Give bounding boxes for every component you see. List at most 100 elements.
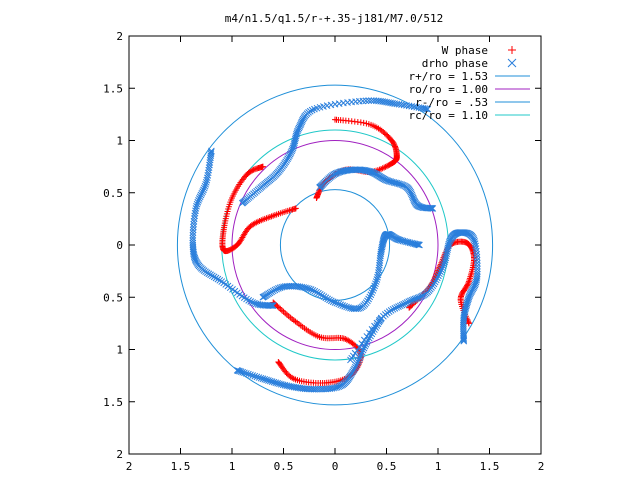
drho-phase-point [253,373,261,381]
drho-phase-point [259,375,267,383]
drho-phase-point [473,259,481,267]
drho-phase-point [419,204,427,211]
drho-phase-point [430,280,438,288]
drho-phase-point [287,149,295,156]
drho-phase-point [372,278,380,285]
drho-phase-point [196,193,204,201]
drho-phase-point [358,348,366,356]
drho-phase-point [389,305,397,313]
y-tick-label: 0.5 [103,291,123,304]
drho-phase-point [239,368,246,376]
w-phase-point [382,163,389,170]
drho-phase-point [339,302,347,309]
drho-phase-point [414,241,421,248]
drho-phase-point [238,199,246,207]
drho-phase-point [366,293,374,301]
w-phase-point [386,161,393,168]
drho-phase-point [434,274,441,282]
drho-phase-point [249,372,257,379]
drho-phase-point [355,356,363,364]
drho-phase-point [190,220,197,228]
drho-phase-point [473,250,481,258]
y-tick-label: 1 [116,344,123,357]
drho-phase-point [507,58,517,68]
w-phase-point [277,305,284,312]
drho-phase-point [402,300,409,307]
y-tick-label: 0.5 [103,187,123,200]
x-tick-label: 0 [332,460,339,473]
w-phase-point [464,282,471,289]
drho-phase-point [398,301,406,309]
drho-phase-point [207,271,214,279]
drho-phase-point [437,268,444,276]
drho-phase-point [189,232,197,239]
drho-phase-point [472,242,479,250]
drho-phase-point [360,344,368,352]
drho-phase-point [396,302,404,310]
drho-phase-point [362,340,370,348]
legend-label: r-/ro = .53 [415,96,488,109]
chart-title: m4/n1.5/q1.5/r-+.35-j181/M7.0/512 [225,12,444,25]
drho-phase-point [354,358,362,366]
drho-phase-point [200,186,207,194]
drho-phase-point [311,105,318,113]
drho-phase-point [266,377,274,385]
drho-phase-point [329,298,337,306]
drho-phase-point [431,278,439,286]
drho-phase-point [443,248,451,256]
x-tick-label: 0.5 [377,460,397,473]
drho-phase-point [474,262,481,270]
drho-phase-point [387,307,395,314]
drho-phase-point [251,372,259,380]
drho-phase-point [460,335,468,343]
drho-phase-point [441,258,448,266]
drho-phase-point [389,99,396,107]
drho-phase-point [343,303,350,311]
drho-phase-point [395,303,402,310]
drho-phase-point [273,285,280,293]
legend-label: drho phase [422,57,488,70]
drho-phase-point [198,189,206,197]
w-phase-point [508,46,516,54]
drho-phase-point [243,370,250,377]
w-phase-point [275,359,282,366]
drho-phase-point [202,180,210,188]
drho-phase-point [189,234,197,242]
drho-phase-point [353,360,361,368]
drho-phase-point [364,297,371,305]
drho-phase-point [363,338,371,346]
y-tick-label: 1.5 [103,396,123,409]
drho-phase-point [436,270,443,278]
w-phase-point [284,371,291,378]
drho-phase-point [327,297,335,305]
drho-phase-point [435,272,442,280]
drho-phase-point [367,291,375,299]
drho-phase-point [203,176,211,184]
drho-phase-point [205,164,213,171]
data-points [189,97,481,393]
legend-label: rc/ro = 1.10 [409,109,488,122]
drho-phase-point [473,253,481,261]
drho-phase-point [193,200,201,208]
drho-phase-point [195,195,203,202]
drho-phase-point [351,365,358,373]
drho-phase-point [460,336,468,344]
w-phase-point [275,304,282,311]
drho-phase-point [269,302,277,309]
drho-phase-point [322,294,330,302]
drho-phase-point [352,362,360,369]
w-phase-point [385,162,392,169]
w-phase-point [313,194,320,201]
drho-phase-point [189,229,197,237]
drho-phase-point [268,378,276,385]
drho-phase-point [373,322,381,329]
drho-phase-point [470,236,478,244]
drho-phase-point [403,299,411,306]
x-tick-label: 2 [538,460,545,473]
drho-phase-point [195,196,202,204]
drho-phase-point [190,215,198,222]
drho-phase-point [274,379,281,387]
drho-phase-point [356,354,363,362]
y-tick-label: 2 [116,30,123,43]
